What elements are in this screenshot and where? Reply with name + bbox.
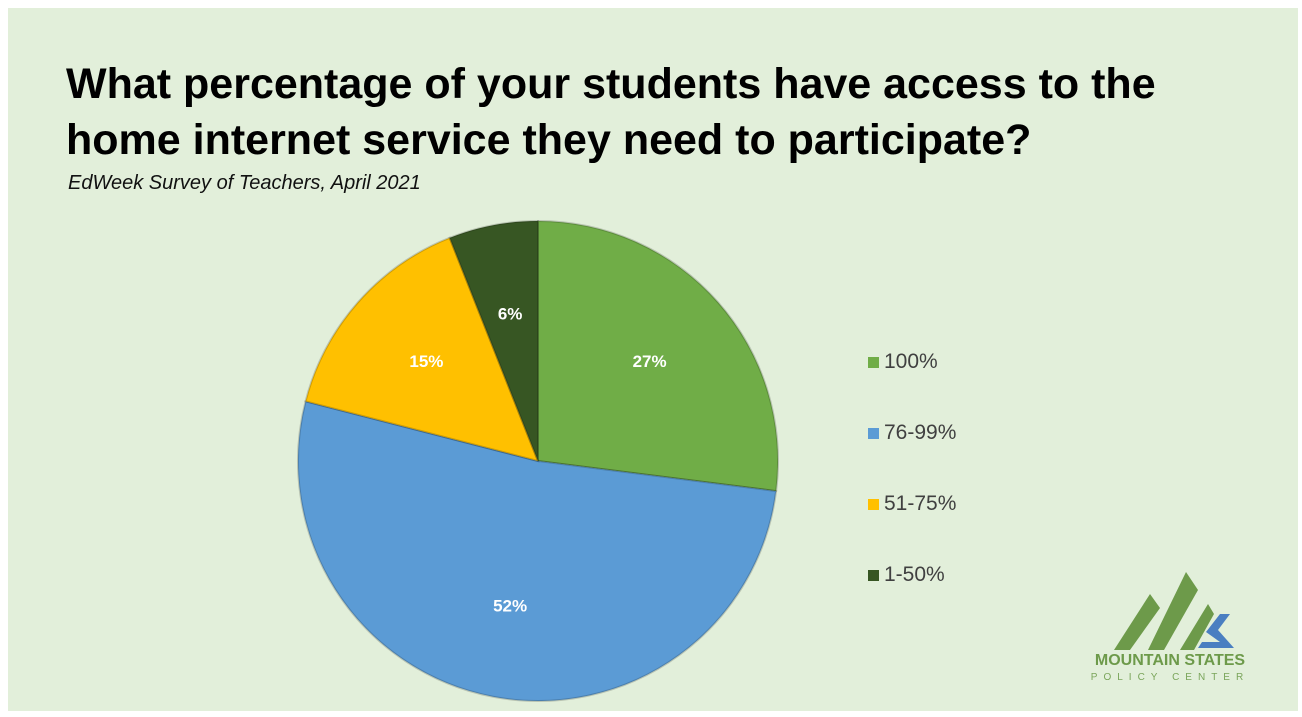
- pie-data-label: 15%: [409, 352, 443, 371]
- legend-label: 76-99%: [884, 421, 957, 444]
- mountain-logo-icon: [1114, 572, 1234, 650]
- pie-slice-76-99: [297, 400, 778, 702]
- pie-slice-1-50: [448, 219, 539, 462]
- pie-slice-51-75: [304, 236, 540, 463]
- chart-legend: 100% 76-99% 51-75% 1-50%: [868, 344, 956, 628]
- legend-item-1-50: 1-50%: [868, 557, 956, 593]
- legend-swatch: [868, 427, 879, 439]
- pie-slice-100: [537, 219, 779, 493]
- logo-text-line2: POLICY CENTER: [1090, 672, 1250, 683]
- pie-data-label: 52%: [493, 597, 527, 616]
- legend-swatch: [868, 569, 879, 581]
- pie-data-label: 27%: [633, 352, 667, 371]
- chart-subtitle: EdWeek Survey of Teachers, April 2021: [68, 172, 421, 194]
- mountain-states-logo: MOUNTAIN STATES POLICY CENTER: [1070, 556, 1270, 696]
- legend-item-76-99: 76-99%: [868, 415, 956, 451]
- slide: What percentage of your students have ac…: [8, 8, 1298, 711]
- logo-text-line1: MOUNTAIN STATES: [1094, 652, 1246, 669]
- legend-item-100: 100%: [868, 344, 956, 380]
- legend-swatch: [868, 498, 879, 510]
- legend-label: 100%: [884, 350, 938, 373]
- pie-data-label: 6%: [498, 304, 523, 323]
- legend-label: 1-50%: [884, 563, 945, 586]
- chart-title: What percentage of your students have ac…: [66, 60, 1156, 164]
- legend-label: 51-75%: [884, 492, 957, 515]
- legend-swatch: [868, 356, 879, 368]
- legend-item-51-75: 51-75%: [868, 486, 956, 522]
- pie-chart: 27% 52% 15% 6%: [297, 219, 779, 702]
